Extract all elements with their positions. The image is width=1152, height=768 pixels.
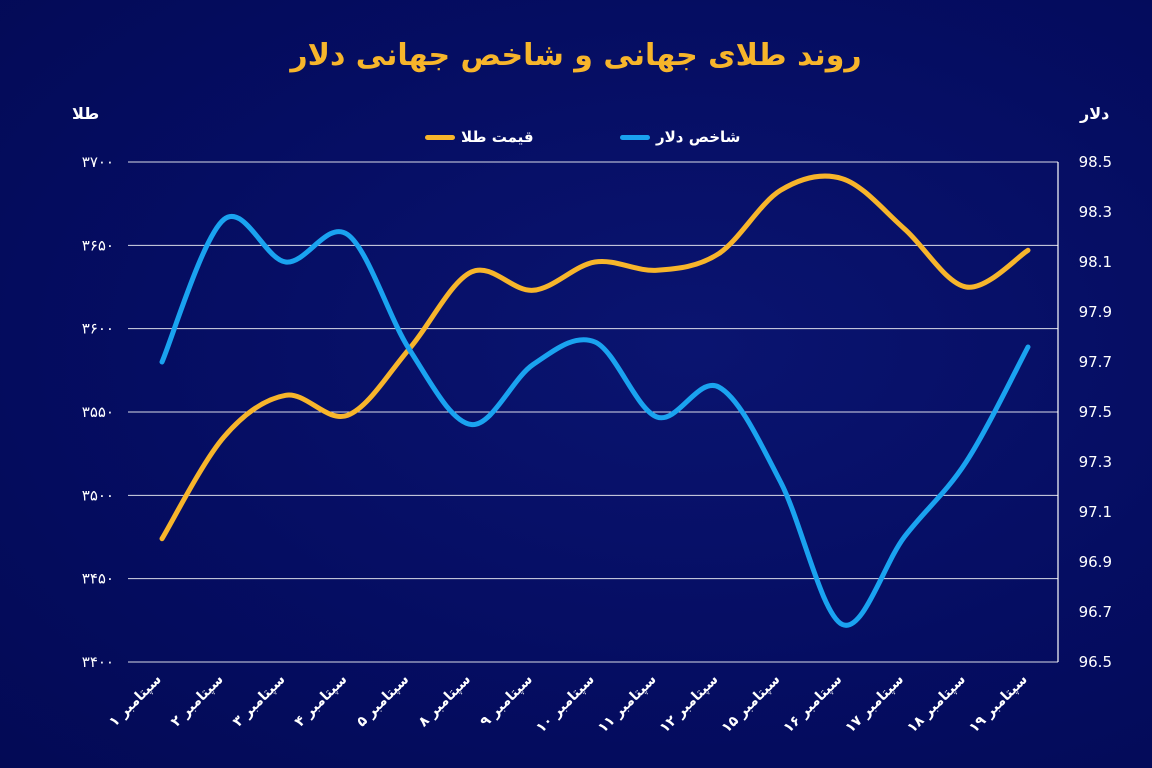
x-tick-label: ۴ سپتامبر [292,672,351,731]
right-axis-unit: دلار [1080,104,1110,123]
left-tick-label: ۳۴۰۰ [82,653,114,671]
right-tick-label: 97.5 [1079,403,1112,421]
series-lines [159,173,1031,628]
right-tick-label: 96.5 [1079,653,1112,671]
legend-gold-label: قیمت طلا [461,128,534,146]
x-tick-label: ۹ سپتامبر [477,672,536,731]
x-tick-label: ۱۰ سپتامبر [533,672,598,737]
legend-gold: قیمت طلا [425,128,534,146]
x-tick-label: ۱۶ سپتامبر [781,672,846,737]
x-tick-label: ۱۲ سپتامبر [657,672,722,737]
x-tick-label: ۱۷ سپتامبر [842,672,907,737]
left-axis-ticks: ۳۴۰۰ ۳۴۵۰ ۳۵۰۰ ۳۵۵۰ ۳۶۰۰ ۳۶۵۰ ۳۷۰۰ [82,153,114,671]
left-axis-unit: طلا [72,104,100,123]
x-tick-label: ۱۹ سپتامبر [966,672,1031,737]
gold-price-line [159,173,1031,542]
right-tick-label: 97.1 [1079,503,1112,521]
left-tick-label: ۳۴۵۰ [82,570,114,588]
right-tick-label: 96.7 [1079,603,1112,621]
left-tick-label: ۳۵۵۰ [82,403,114,421]
left-tick-label: ۳۷۰۰ [82,153,114,171]
right-tick-label: 96.9 [1079,553,1112,571]
right-tick-label: 98.1 [1079,253,1112,271]
right-tick-label: 97.9 [1079,303,1112,321]
chart-title: روند طلای جهانی و شاخص جهانی دلار [290,38,862,73]
dollar-index-line [159,214,1031,628]
left-tick-label: ۳۵۰۰ [82,486,114,504]
x-tick-label: ۲ سپتامبر [168,672,227,731]
right-tick-label: 97.7 [1079,353,1112,371]
x-tick-label: ۱۱ سپتامبر [595,672,660,737]
right-tick-label: 97.3 [1079,453,1112,471]
right-tick-label: 98.5 [1079,153,1112,171]
x-tick-label: ۱۵ سپتامبر [719,672,784,737]
right-tick-label: 98.3 [1079,203,1112,221]
right-axis-ticks: 96.5 96.7 96.9 97.1 97.3 97.5 97.7 97.9 98.1 98.3… [1079,153,1112,671]
x-tick-label: ۳ سپتامبر [230,672,289,731]
left-tick-label: ۳۶۰۰ [82,320,114,338]
x-axis-ticks: ۱ سپتامبر ۲ سپتامبر ۳ سپتامبر ۴ سپتامبر ۵ سپ… [106,672,1031,737]
grid-lines [128,161,1059,663]
x-tick-label: ۵ سپتامبر [354,672,413,731]
x-tick-label: ۸ سپتامبر [415,672,474,731]
x-tick-label: ۱ سپتامبر [106,672,165,731]
legend-dollar-label: شاخص دلار [656,128,741,146]
legend-gold-swatch [425,134,455,140]
legend-dollar: شاخص دلار [620,128,740,146]
x-tick-label: ۱۸ سپتامبر [904,672,969,737]
left-tick-label: ۳۶۵۰ [82,236,114,254]
legend-dollar-swatch [620,134,650,140]
